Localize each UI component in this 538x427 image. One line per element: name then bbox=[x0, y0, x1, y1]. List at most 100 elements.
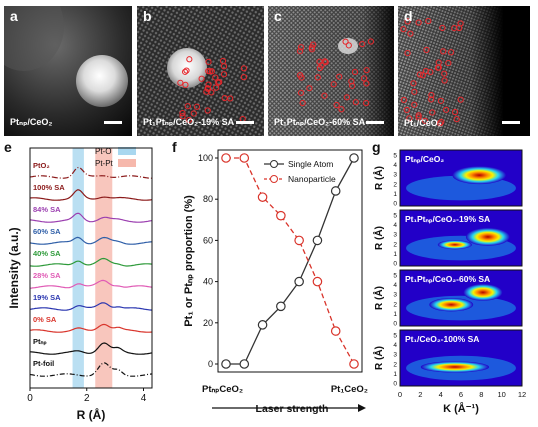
y-tick-label-g: 0 bbox=[393, 261, 397, 268]
single-atom-marker bbox=[359, 40, 366, 48]
wavelet-lobe-1-0 bbox=[465, 227, 510, 246]
x-right-label-f: Pt₁CeO₂ bbox=[331, 384, 368, 395]
single-atom-marker bbox=[190, 110, 197, 117]
stem-image-d: d Pt₁/CeO₂ bbox=[398, 6, 530, 136]
panel-label-a: a bbox=[10, 8, 18, 24]
single-atom-marker bbox=[240, 65, 247, 72]
single-atom-marker bbox=[314, 74, 321, 81]
single-atom-marker bbox=[367, 38, 374, 45]
data-point-single-atom bbox=[276, 301, 286, 312]
single-atom-marker bbox=[452, 108, 459, 116]
single-atom-marker bbox=[411, 88, 418, 95]
single-atom-marker bbox=[205, 81, 212, 88]
single-atom-marker bbox=[213, 84, 220, 91]
single-atom-marker bbox=[415, 19, 422, 26]
single-atom-marker bbox=[407, 30, 414, 37]
single-atom-marker bbox=[363, 99, 370, 107]
y-axis-label-f: Pt₁ or Ptₙₚ proportion (%) bbox=[183, 195, 195, 327]
single-atom-marker bbox=[308, 46, 316, 53]
data-point-nanoparticle bbox=[221, 153, 231, 163]
x-tick-label-g: 4 bbox=[439, 390, 443, 399]
single-atom-marker bbox=[440, 48, 447, 55]
y-tick-label-g: 2 bbox=[393, 361, 397, 368]
plot-frame-e bbox=[29, 147, 153, 389]
wavelet-lobe-2-0 bbox=[463, 284, 503, 301]
caption-c: Pt₁Ptₙₚ/CeO₂-60% SA bbox=[274, 117, 366, 127]
legend-pt-pt-swatch bbox=[118, 159, 136, 167]
y-tick-label-g: 3 bbox=[393, 352, 397, 359]
y-tick-label-g: 5 bbox=[393, 273, 397, 280]
data-point-nanoparticle bbox=[239, 153, 250, 163]
scale-bar-b bbox=[236, 121, 254, 124]
band-pt-pt bbox=[95, 148, 113, 388]
wavelet-title-2: Pt₁Ptₙₚ/CeO₂-60% SA bbox=[405, 274, 490, 284]
single-atom-marker bbox=[428, 92, 435, 99]
y-tick-label-g: 5 bbox=[393, 153, 397, 160]
y-tick-label-g: 1 bbox=[393, 371, 397, 378]
wavelet-lobe-1-1 bbox=[437, 240, 472, 250]
trace-label-5: 28% SA bbox=[33, 271, 61, 280]
caption-b: Pt₁Ptₙₚ/CeO₂-19% SA bbox=[143, 117, 235, 127]
single-atom-marker bbox=[179, 113, 186, 120]
single-atom-marker bbox=[410, 80, 417, 87]
single-atom-marker bbox=[363, 67, 370, 74]
trace-label-0: PtO₂ bbox=[33, 161, 50, 170]
single-atom-marker bbox=[203, 88, 210, 95]
single-atom-marker bbox=[348, 78, 355, 85]
single-atom-marker bbox=[208, 68, 215, 75]
trace-0 bbox=[29, 166, 152, 179]
single-atom-marker bbox=[457, 96, 464, 103]
single-atom-marker bbox=[186, 56, 193, 63]
stem-c-graphic bbox=[268, 6, 394, 136]
scale-bar-a bbox=[104, 121, 122, 124]
single-atom-marker bbox=[240, 74, 247, 81]
single-atom-marker bbox=[441, 70, 448, 77]
stem-d-graphic bbox=[398, 6, 530, 136]
y-tick-label-f: 0 bbox=[208, 359, 213, 369]
stem-a-graphic bbox=[4, 6, 132, 136]
single-atom-marker bbox=[421, 117, 429, 124]
y-tick-label-f: 80 bbox=[203, 194, 213, 204]
y-tick-label-g: 4 bbox=[393, 222, 397, 229]
x-left-label-f: PtₙₚCeO₂ bbox=[202, 384, 243, 395]
laser-arrow-head bbox=[358, 404, 366, 412]
single-atom-marker bbox=[425, 17, 432, 25]
data-point-single-atom bbox=[257, 320, 268, 330]
single-atom-marker bbox=[349, 82, 356, 89]
single-atom-marker bbox=[185, 116, 193, 124]
single-atom-marker bbox=[351, 68, 359, 76]
single-atom-marker bbox=[441, 77, 448, 84]
y-tick-label-f: 100 bbox=[198, 153, 213, 163]
series-line-single-atom bbox=[226, 157, 355, 365]
trace-label-9: Pt-foil bbox=[33, 359, 54, 368]
single-atom-marker bbox=[363, 80, 370, 87]
trace-label-7: 0% SA bbox=[33, 315, 57, 324]
x-tick-label-g: 8 bbox=[479, 390, 483, 399]
y-axis-label-g: R (Å) bbox=[372, 166, 385, 190]
single-atom-marker bbox=[306, 85, 313, 92]
single-atom-marker bbox=[427, 68, 434, 76]
panel-label-e: e bbox=[4, 139, 12, 155]
single-atom-marker bbox=[403, 106, 410, 114]
single-atom-marker bbox=[220, 63, 228, 70]
data-point-single-atom bbox=[294, 276, 304, 287]
single-atom-marker bbox=[336, 73, 343, 80]
trace-9 bbox=[29, 362, 153, 377]
single-atom-marker bbox=[297, 44, 305, 51]
x-tick-label-e: 4 bbox=[141, 393, 147, 404]
single-atom-marker bbox=[342, 38, 349, 45]
y-tick-label-g: 1 bbox=[393, 191, 397, 198]
data-point-nanoparticle bbox=[276, 210, 286, 221]
panel-label-b: b bbox=[143, 8, 152, 24]
single-atom-marker bbox=[206, 68, 214, 75]
wavelet-title-1: Pt₁Ptₙₚ/CeO₂-19% SA bbox=[405, 214, 490, 224]
y-tick-label-g: 4 bbox=[393, 162, 397, 169]
y-tick-label-g: 4 bbox=[393, 282, 397, 289]
data-point-single-atom bbox=[239, 359, 250, 369]
y-tick-label-g: 0 bbox=[393, 381, 397, 388]
y-tick-label-g: 3 bbox=[393, 232, 397, 239]
trace-label-1: 100% SA bbox=[33, 183, 65, 192]
caption-d: Pt₁/CeO₂ bbox=[404, 118, 442, 128]
